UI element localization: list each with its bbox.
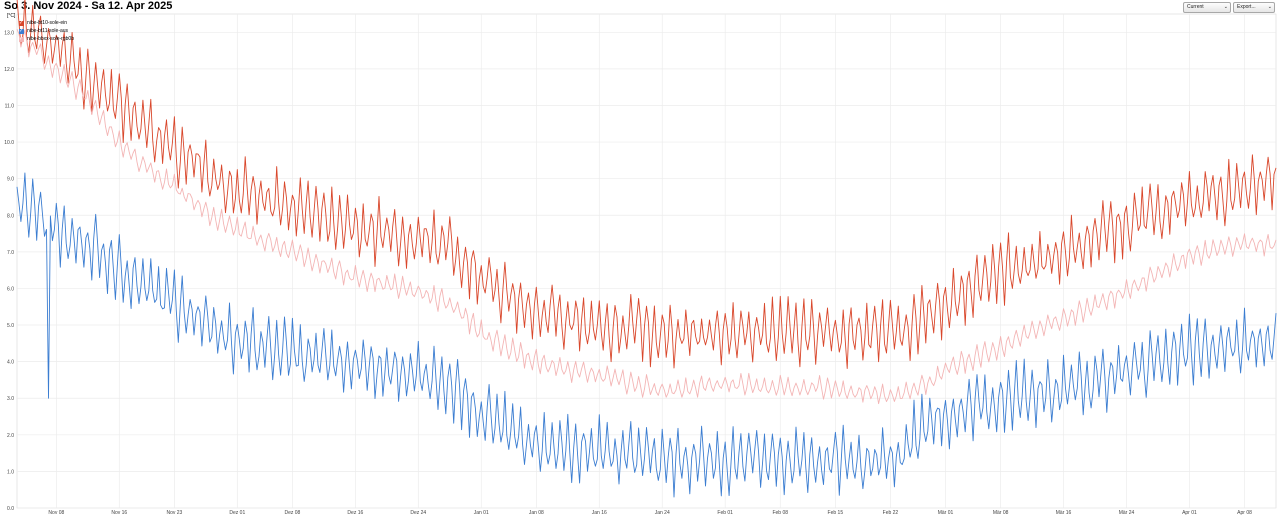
checkbox-icon[interactable]: ✓	[19, 27, 24, 34]
export-select-label: Export...	[1237, 4, 1256, 10]
y-tick-label: 13.0	[4, 30, 14, 36]
x-tick-label: Nov 16	[111, 510, 127, 516]
y-tick-label: 7.0	[7, 250, 14, 256]
y-tick-label: 5.0	[7, 323, 14, 329]
legend-item[interactable]: ✓ nibe-bt10-sole-ein	[19, 19, 74, 27]
series-line	[16, 28, 1277, 405]
x-tick-label: Mär 16	[1056, 510, 1072, 516]
series-line	[16, 0, 1277, 369]
x-tick-label: Dez 24	[410, 510, 426, 516]
checkmark-icon: ✓	[19, 35, 24, 42]
y-tick-label: 8.0	[7, 213, 14, 219]
x-tick-label: Jan 16	[592, 510, 607, 516]
legend: ✓ nibe-bt10-sole-ein ✓ nibe-bt11-sole-aus ✓ n…	[19, 19, 74, 43]
range-select[interactable]: Current ⌄	[1183, 2, 1231, 13]
x-tick-label: Mär 01	[938, 510, 954, 516]
y-tick-label: 11.0	[5, 103, 15, 109]
x-tick-label: Jan 01	[474, 510, 489, 516]
x-tick-label: Feb 22	[883, 510, 899, 516]
x-tick-label: Feb 15	[828, 510, 844, 516]
y-tick-label: 12.0	[4, 67, 14, 73]
y-tick-label: 1.0	[7, 469, 14, 475]
x-tick-label: Apr 01	[1182, 510, 1197, 516]
toolbar: Current ⌄ Export... ⌄	[1183, 2, 1275, 13]
page-title: So 3. Nov 2024 - Sa 12. Apr 2025	[4, 0, 173, 12]
series-line	[16, 172, 1277, 498]
x-tick-label: Dez 08	[284, 510, 300, 516]
x-tick-label: Feb 08	[772, 510, 788, 516]
x-tick-label: Nov 08	[48, 510, 64, 516]
x-tick-label: Nov 23	[166, 510, 182, 516]
checkmark-icon: ✓	[19, 19, 24, 26]
x-tick-label: Feb 01	[717, 510, 733, 516]
y-tick-label: 6.0	[7, 286, 14, 292]
x-tick-label: Dez 16	[347, 510, 363, 516]
y-axis-unit: [°C]	[7, 13, 16, 19]
legend-label: nibe-bbxx-sole-rgb0b	[27, 36, 74, 42]
x-tick-label: Jan 08	[529, 510, 544, 516]
chevron-down-icon: ⌄	[1223, 4, 1228, 10]
legend-item[interactable]: ✓ nibe-bt11-sole-aus	[19, 27, 74, 35]
y-tick-label: 2.0	[7, 433, 14, 439]
checkbox-icon[interactable]: ✓	[19, 35, 24, 42]
y-tick-label: 4.0	[7, 360, 14, 366]
checkmark-icon: ✓	[19, 27, 24, 34]
y-tick-label: 3.0	[7, 396, 14, 402]
checkbox-icon[interactable]: ✓	[19, 19, 24, 26]
x-tick-label: Dez 01	[229, 510, 245, 516]
chevron-down-icon: ⌄	[1267, 4, 1272, 10]
x-tick-label: Mär 08	[993, 510, 1009, 516]
legend-label: nibe-bt10-sole-ein	[27, 20, 68, 26]
y-tick-label: 9.0	[7, 177, 14, 183]
y-tick-label: 0.0	[7, 506, 14, 512]
y-tick-label: 10.0	[4, 140, 14, 146]
x-tick-label: Mär 24	[1119, 510, 1135, 516]
range-select-label: Current	[1187, 4, 1204, 10]
legend-label: nibe-bt11-sole-aus	[27, 28, 69, 34]
x-tick-label: Apr 08	[1237, 510, 1252, 516]
export-select[interactable]: Export... ⌄	[1233, 2, 1275, 13]
x-tick-label: Jan 24	[655, 510, 670, 516]
legend-item[interactable]: ✓ nibe-bbxx-sole-rgb0b	[19, 35, 74, 43]
